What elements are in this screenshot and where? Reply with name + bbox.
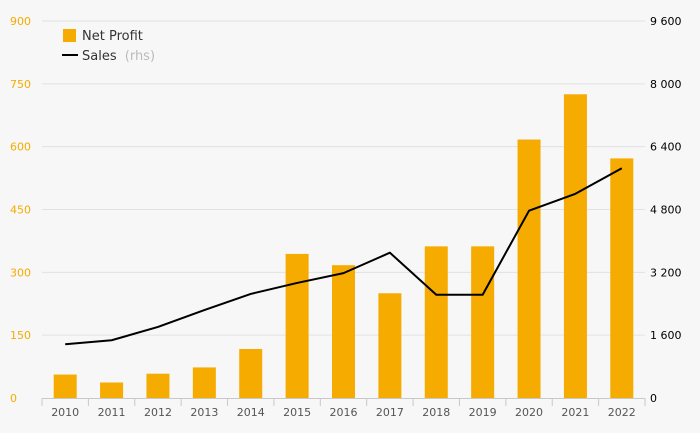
bar-net-profit-2018 [424, 246, 448, 398]
x-tick-label: 2013 [190, 406, 218, 419]
y-left-tick-label: 0 [10, 392, 17, 405]
bar-net-profit-2012 [146, 373, 170, 398]
y-right-tick-label: 8 000 [650, 78, 682, 91]
x-tick-label: 2017 [376, 406, 404, 419]
y-left-tick-label: 750 [10, 78, 31, 91]
bar-net-profit-2014 [239, 348, 263, 398]
x-tick-label: 2012 [144, 406, 172, 419]
legend-sales-label: Sales (rhs) [82, 49, 155, 64]
x-tick-label: 2010 [51, 406, 79, 419]
bar-net-profit-2021 [563, 94, 587, 399]
x-tick-label: 2020 [515, 406, 543, 419]
bar-net-profit-2020 [517, 139, 541, 398]
bar-net-profit-2015 [285, 253, 309, 398]
y-right-tick-label: 3 200 [650, 266, 682, 279]
legend-sales-name: Sales [82, 49, 117, 64]
y-right-tick-label: 1 600 [650, 329, 682, 342]
bar-net-profit-2016 [332, 265, 355, 398]
x-tick-label: 2021 [561, 406, 589, 419]
x-tick-label: 2016 [330, 406, 358, 419]
legend: Net Profit Sales (rhs) [62, 29, 155, 64]
legend-net-profit-swatch [63, 29, 76, 42]
bar-net-profit-2019 [471, 246, 495, 398]
y-left-tick-label: 900 [10, 15, 31, 28]
bar-net-profit-2017 [378, 293, 402, 398]
x-tick-label: 2011 [98, 406, 126, 419]
x-tick-label: 2015 [283, 406, 311, 419]
y-right-tick-label: 0 [650, 392, 657, 405]
x-tick-label: 2022 [608, 406, 636, 419]
bar-net-profit-2011 [100, 382, 124, 398]
y-right-tick-label: 4 800 [650, 204, 682, 217]
bar-net-profit-2022 [610, 158, 634, 398]
x-tick-label: 2014 [237, 406, 265, 419]
bars-layer [53, 94, 634, 399]
line-layer [65, 167, 623, 346]
y-right-tick-label: 6 400 [650, 141, 682, 154]
bar-net-profit-2010 [53, 374, 77, 398]
x-tick-label: 2018 [422, 406, 450, 419]
legend-sales-suffix: (rhs) [125, 49, 155, 64]
grid-layer [42, 20, 645, 336]
bar-net-profit-2013 [192, 367, 216, 398]
y-right-tick-label: 9 600 [650, 15, 682, 28]
y-left-tick-label: 300 [10, 266, 31, 279]
y-left-tick-label: 450 [10, 204, 31, 217]
y-left-tick-label: 150 [10, 329, 31, 342]
y-left-tick-label: 600 [10, 141, 31, 154]
x-tick-label: 2019 [469, 406, 497, 419]
legend-net-profit-label: Net Profit [82, 29, 143, 44]
axis-layer: 0 150 300 450 600 750 900 0 1 600 3 200 4 800 6 400… [10, 15, 682, 419]
